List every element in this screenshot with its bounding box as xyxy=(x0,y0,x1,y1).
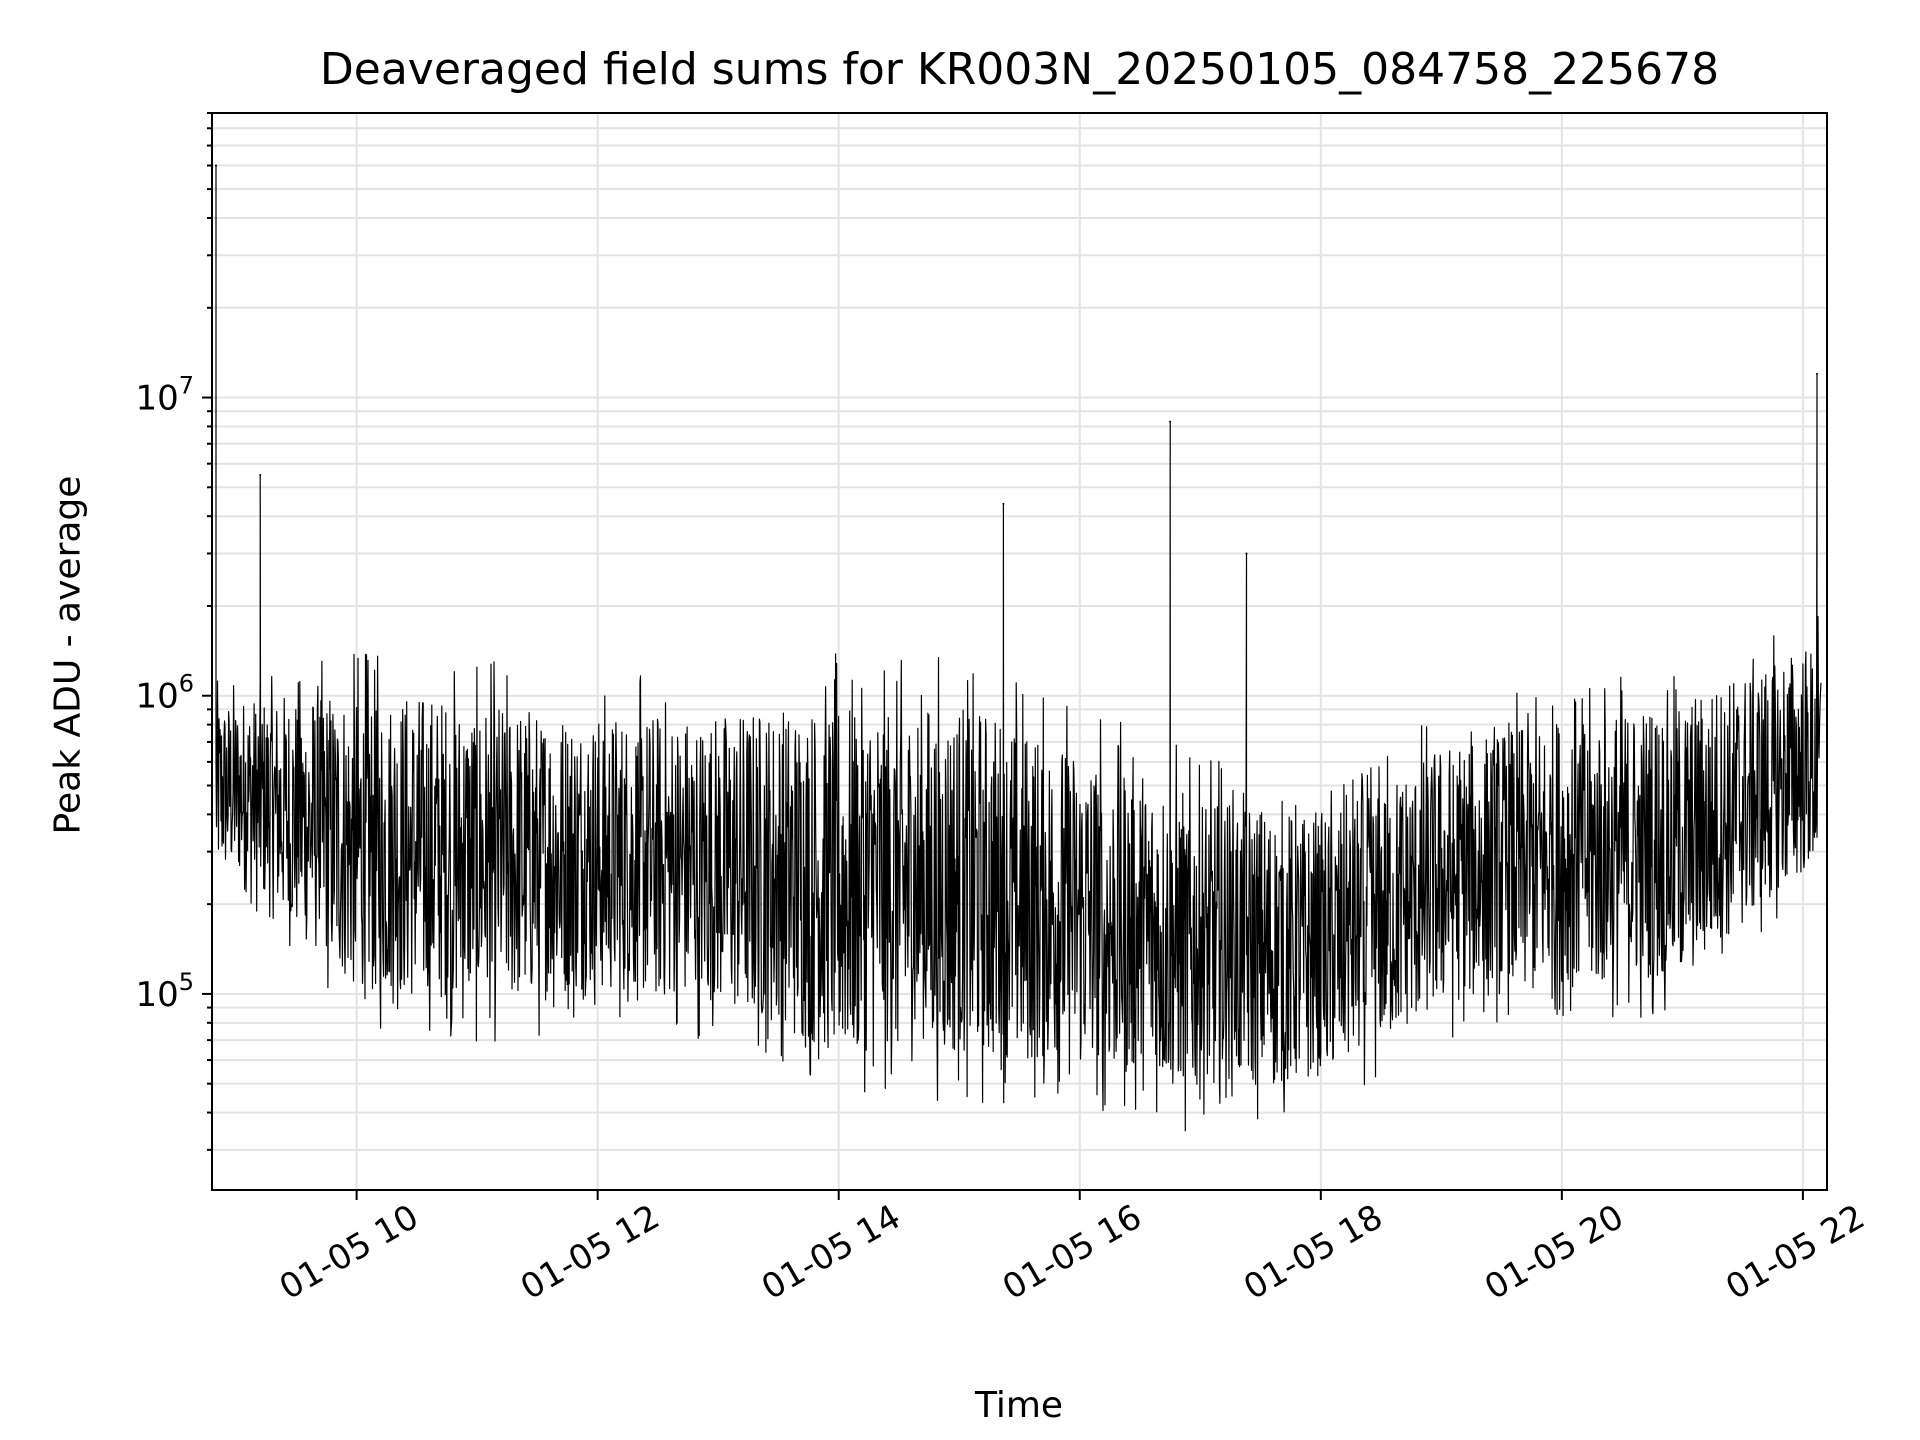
chart-title: Deaveraged field sums for KR003N_2025010… xyxy=(319,44,1720,95)
x-tick-label: 01-05 20 xyxy=(1478,1197,1630,1308)
x-tick-label: 01-05 14 xyxy=(755,1197,907,1308)
x-tick-label: 01-05 16 xyxy=(996,1197,1148,1308)
x-tick-label: 01-05 18 xyxy=(1237,1197,1389,1308)
y-tick-label: 107 xyxy=(135,372,194,419)
data-series xyxy=(215,164,1822,1132)
x-tick-label: 01-05 10 xyxy=(273,1197,425,1308)
series-line xyxy=(215,165,1822,1132)
x-tick-label: 01-05 12 xyxy=(514,1197,666,1308)
plot-frame xyxy=(211,112,1828,1191)
grid-lines xyxy=(212,112,1827,1190)
y-tick-label: 106 xyxy=(135,670,194,717)
x-axis-label: Time xyxy=(974,1385,1064,1426)
y-tick-label: 105 xyxy=(135,968,194,1015)
x-tick-label: 01-05 22 xyxy=(1719,1197,1871,1308)
